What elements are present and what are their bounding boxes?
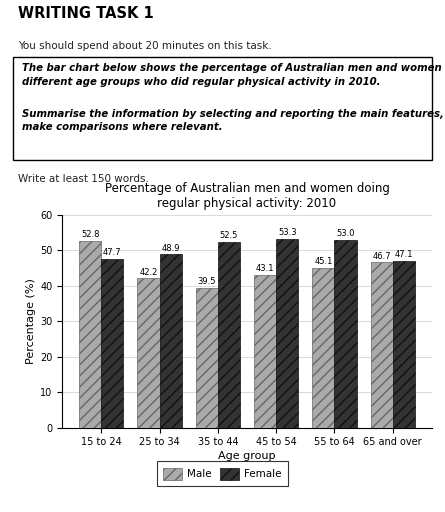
Text: 46.7: 46.7: [372, 252, 391, 261]
Text: Summarise the information by selecting and reporting the main features, and
make: Summarise the information by selecting a…: [22, 109, 445, 132]
Text: You should spend about 20 minutes on this task.: You should spend about 20 minutes on thi…: [18, 41, 271, 51]
Text: 42.2: 42.2: [139, 268, 158, 276]
Text: 52.8: 52.8: [81, 230, 99, 239]
FancyBboxPatch shape: [13, 57, 432, 160]
Text: WRITING TASK 1: WRITING TASK 1: [18, 6, 154, 21]
Text: The bar chart below shows the percentage of Australian men and women in
differen: The bar chart below shows the percentage…: [22, 63, 445, 87]
Text: 39.5: 39.5: [198, 277, 216, 286]
Bar: [218, 242, 240, 428]
Bar: [138, 278, 160, 428]
Text: 45.1: 45.1: [314, 258, 332, 266]
Title: Percentage of Australian men and women doing
regular physical activity: 2010: Percentage of Australian men and women d…: [105, 182, 389, 210]
Text: 47.1: 47.1: [395, 250, 413, 259]
Legend: Male, Female: Male, Female: [157, 461, 288, 486]
Y-axis label: Percentage (%): Percentage (%): [26, 279, 36, 364]
Bar: [371, 262, 392, 428]
Bar: [254, 275, 276, 428]
Text: 47.7: 47.7: [103, 248, 121, 257]
Text: 53.3: 53.3: [278, 228, 296, 238]
Bar: [276, 239, 298, 428]
Bar: [79, 241, 101, 428]
Bar: [312, 268, 334, 428]
Text: 43.1: 43.1: [256, 265, 274, 273]
Bar: [101, 259, 123, 428]
Bar: [392, 261, 415, 428]
Bar: [160, 254, 182, 428]
Text: Write at least 150 words.: Write at least 150 words.: [18, 174, 149, 184]
Bar: [196, 288, 218, 428]
Text: 53.0: 53.0: [336, 229, 355, 239]
Bar: [334, 240, 356, 428]
Text: 48.9: 48.9: [162, 244, 180, 253]
X-axis label: Age group: Age group: [218, 452, 276, 461]
Text: 52.5: 52.5: [220, 231, 238, 240]
